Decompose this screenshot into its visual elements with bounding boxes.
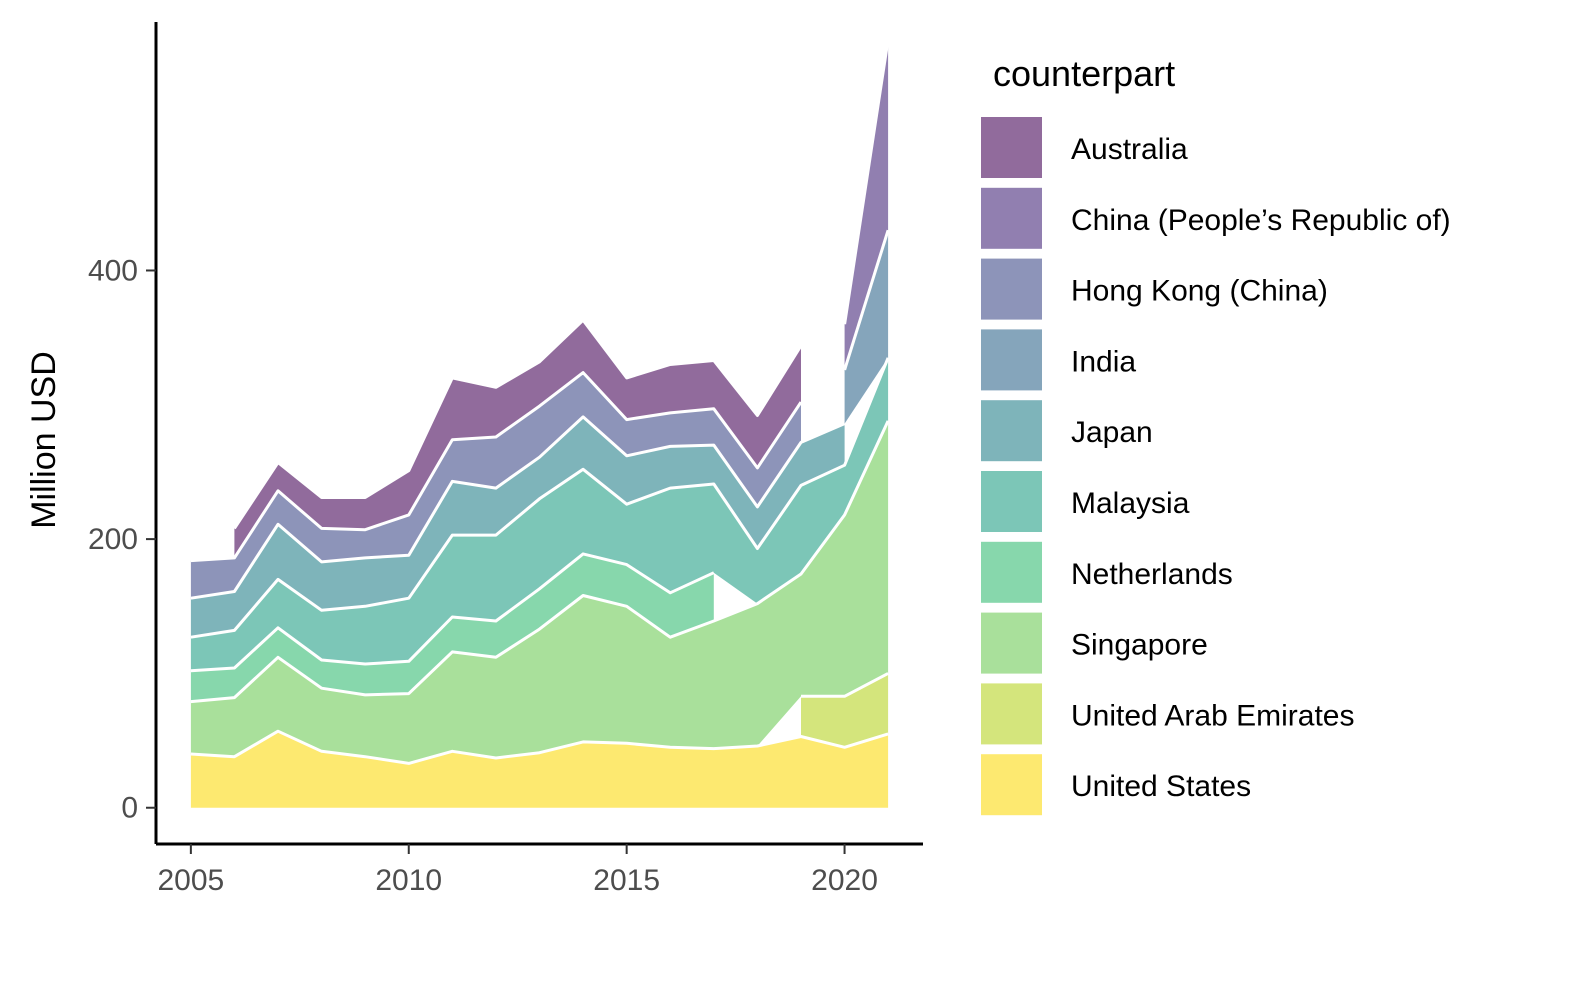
area-layer	[190, 39, 889, 808]
legend-item-hong-kong-china: Hong Kong (China)	[981, 258, 1328, 320]
boundary-line-layer	[190, 39, 890, 765]
boundary-united-arab-emirates	[801, 672, 889, 698]
legend-label: Hong Kong (China)	[1071, 275, 1328, 308]
boundary-hong-kong-china	[190, 371, 803, 563]
legend-label: Australia	[1071, 133, 1188, 166]
legend-label: Japan	[1071, 416, 1153, 449]
area-china-people-s-republic-of	[844, 39, 889, 370]
x-tick-label: 2010	[375, 864, 442, 897]
legend-swatch	[981, 117, 1042, 178]
boundary-india	[843, 229, 890, 371]
ticks: 2005 2010 2015 2020 0 200 400	[88, 254, 878, 897]
area-hong-kong-china	[190, 372, 801, 599]
x-tick-label: 2005	[157, 864, 224, 897]
legend-swatch	[981, 329, 1042, 391]
y-tick-label: 0	[121, 792, 138, 825]
y-tick-label: 400	[88, 254, 138, 287]
boundary-australia	[233, 318, 803, 530]
legend-item-australia: Australia	[981, 117, 1188, 178]
legend-swatch	[981, 187, 1042, 249]
area-netherlands	[190, 553, 714, 702]
legend-label: Singapore	[1071, 629, 1208, 662]
boundary-united-states	[190, 729, 889, 765]
legend-swatch	[981, 258, 1042, 320]
legend-swatch	[981, 541, 1042, 603]
x-tick-label: 2020	[811, 864, 878, 897]
legend-label: India	[1071, 345, 1136, 378]
legend-item-united-arab-emirates: United Arab Emirates	[981, 683, 1354, 745]
legend-label: Netherlands	[1071, 558, 1233, 591]
boundary-japan	[190, 415, 846, 600]
legend-swatch	[981, 754, 1042, 816]
area-malaysia	[190, 357, 889, 671]
legend-label: United Arab Emirates	[1071, 699, 1354, 732]
legend-item-japan: Japan	[981, 400, 1153, 462]
legend-label: China (People’s Republic of)	[1071, 204, 1451, 237]
boundary-malaysia	[190, 357, 890, 639]
area-united-arab-emirates	[801, 673, 889, 748]
legend-swatch	[981, 471, 1042, 532]
x-tick-label: 2015	[593, 864, 660, 897]
area-japan	[190, 416, 845, 638]
legend-swatch	[981, 612, 1042, 674]
boundary-china-people-s-republic-of	[843, 39, 890, 325]
y-tick-label: 200	[88, 523, 138, 556]
legend: counterpart Australia China (People’s Rep…	[981, 53, 1451, 816]
legend-title: counterpart	[993, 53, 1175, 94]
axes	[154, 22, 923, 846]
legend-item-singapore: Singapore	[981, 612, 1208, 674]
y-axis-title: Million USD	[25, 351, 63, 529]
legend-item-malaysia: Malaysia	[981, 471, 1190, 532]
boundary-singapore	[190, 420, 890, 704]
legend-swatch	[981, 683, 1042, 745]
legend-item-india: India	[981, 329, 1136, 391]
legend-swatch	[981, 400, 1042, 462]
legend-item-china-people-s-republic-of: China (People’s Republic of)	[981, 187, 1451, 249]
area-australia	[234, 320, 801, 558]
legend-label: United States	[1071, 770, 1251, 803]
legend-label: Malaysia	[1071, 487, 1190, 520]
legend-item-united-states: United States	[981, 754, 1251, 816]
area-united-states	[190, 731, 889, 808]
area-singapore	[190, 420, 889, 764]
legend-item-netherlands: Netherlands	[981, 541, 1233, 603]
area-india	[844, 230, 889, 424]
boundary-netherlands	[190, 552, 715, 673]
